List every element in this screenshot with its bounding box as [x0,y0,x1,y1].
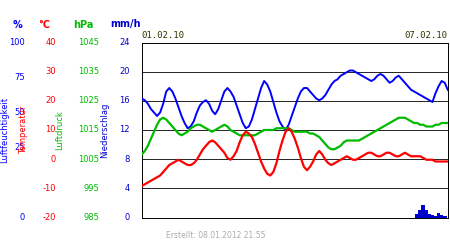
Text: 1045: 1045 [78,38,99,47]
Bar [424,210,428,218]
Text: Erstellt: 08.01.2012 21:55: Erstellt: 08.01.2012 21:55 [166,231,266,240]
Text: 100: 100 [9,38,25,47]
Text: Temperatur: Temperatur [19,106,28,154]
Text: 25: 25 [14,143,25,152]
Text: 995: 995 [83,184,99,193]
Text: 75: 75 [14,73,25,82]
Text: 20: 20 [120,67,130,76]
Bar [431,215,434,218]
Text: Niederschlag: Niederschlag [100,102,109,158]
Text: 10: 10 [45,126,56,134]
Text: 985: 985 [83,213,99,222]
Text: 1005: 1005 [78,155,99,164]
Text: 30: 30 [45,67,56,76]
Text: 0: 0 [125,213,130,222]
Text: 07.02.10: 07.02.10 [405,31,448,40]
Text: 16: 16 [119,96,130,105]
Text: 40: 40 [45,38,56,47]
Text: 1035: 1035 [78,67,99,76]
Text: Luftdruck: Luftdruck [55,110,64,150]
Bar [437,213,441,218]
Bar [422,205,425,218]
Bar [434,216,437,218]
Text: 50: 50 [14,108,25,117]
Text: Luftfeuchtigkeit: Luftfeuchtigkeit [0,97,9,163]
Text: 12: 12 [120,126,130,134]
Text: 20: 20 [45,96,56,105]
Text: %: % [13,20,23,30]
Text: 8: 8 [125,155,130,164]
Text: hPa: hPa [73,20,94,30]
Text: -10: -10 [42,184,56,193]
Bar [443,216,446,218]
Text: 4: 4 [125,184,130,193]
Text: 1015: 1015 [78,126,99,134]
Bar [415,214,419,218]
Text: 01.02.10: 01.02.10 [142,31,185,40]
Bar [440,215,443,218]
Text: 0: 0 [20,213,25,222]
Text: mm/h: mm/h [110,20,140,30]
Text: 0: 0 [51,155,56,164]
Text: °C: °C [38,20,50,30]
Bar [418,210,422,218]
Text: -20: -20 [42,213,56,222]
Bar [428,214,431,218]
Text: 1025: 1025 [78,96,99,105]
Text: 24: 24 [120,38,130,47]
